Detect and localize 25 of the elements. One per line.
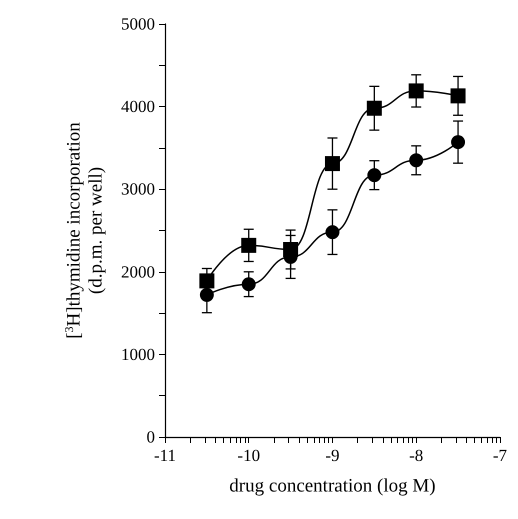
point: [408, 83, 424, 98]
point: [242, 277, 256, 292]
x-tick-label: -9: [325, 446, 340, 465]
point: [450, 88, 466, 104]
y-tick-label: 5000: [121, 14, 155, 34]
point: [451, 135, 466, 150]
y-tick-label: 2000: [121, 262, 155, 282]
y-tick-label: 4000: [121, 97, 155, 116]
point: [241, 238, 256, 253]
point: [200, 288, 214, 302]
x-tick-label: -8: [409, 446, 424, 465]
point: [199, 273, 214, 288]
y-tick-label: 1000: [121, 344, 155, 364]
x-tick-label: -10: [237, 446, 260, 465]
point: [324, 156, 340, 172]
x-tick-label: -11: [154, 446, 176, 465]
point: [409, 153, 424, 168]
y-axis-title: [3H]thymidine incorporation (d.p.m. per well): [62, 122, 106, 339]
x-axis-title: drug concentration (log M): [229, 476, 436, 496]
point: [367, 168, 382, 182]
x-tick-label: -7: [492, 446, 508, 465]
y-tick-label: 0: [146, 428, 155, 446]
point: [366, 100, 382, 116]
y-tick-label: 3000: [121, 180, 155, 199]
point: [325, 225, 340, 240]
